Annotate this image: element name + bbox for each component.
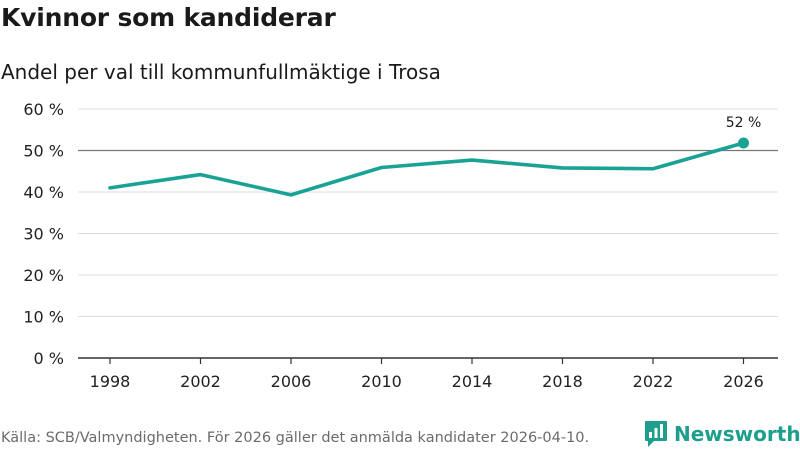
x-tick-label: 1998: [90, 372, 131, 391]
x-tick-label: 2022: [633, 372, 674, 391]
newsworthy-logo-icon: [645, 421, 667, 447]
source-note: Källa: SCB/Valmyndigheten. För 2026 gäll…: [1, 430, 590, 446]
y-tick-label: 50 %: [23, 142, 64, 161]
x-tick-label: 2006: [271, 372, 312, 391]
y-tick-label: 40 %: [23, 183, 64, 202]
y-tick-label: 60 %: [23, 100, 64, 119]
x-tick-label: 2002: [180, 372, 221, 391]
brand-logo[interactable]: Newsworthy: [644, 420, 800, 448]
last-point-label: 52 %: [726, 115, 762, 131]
y-axis-tick-labels: 0 % 10 % 20 % 30 % 40 % 50 % 60 %: [23, 100, 64, 368]
brand-name: Newsworthy: [674, 422, 800, 446]
x-tick-label: 2026: [723, 372, 764, 391]
grid-layer: [78, 108, 778, 317]
last-point-marker: [738, 137, 749, 149]
chart-title: Kvinnor som kandiderar: [1, 3, 336, 32]
x-tick-label: 2014: [452, 372, 493, 391]
chart-subtitle: Andel per val till kommunfullmäktige i T…: [1, 60, 441, 84]
x-tick-label: 2010: [361, 372, 402, 391]
line-chart: 0 % 10 % 20 % 30 % 40 % 50 % 60 % 1998 2002 2006…: [23, 100, 778, 391]
y-tick-label: 30 %: [23, 225, 64, 244]
series-layer: 52 %: [108, 115, 762, 197]
x-axis: 1998 2002 2006 2010 2014 2018 2022 2026: [78, 357, 778, 391]
series-line: [108, 141, 746, 197]
y-tick-label: 10 %: [23, 308, 64, 327]
y-tick-label: 0 %: [34, 349, 64, 368]
y-tick-label: 20 %: [23, 266, 64, 285]
x-tick-label: 2018: [542, 372, 583, 391]
